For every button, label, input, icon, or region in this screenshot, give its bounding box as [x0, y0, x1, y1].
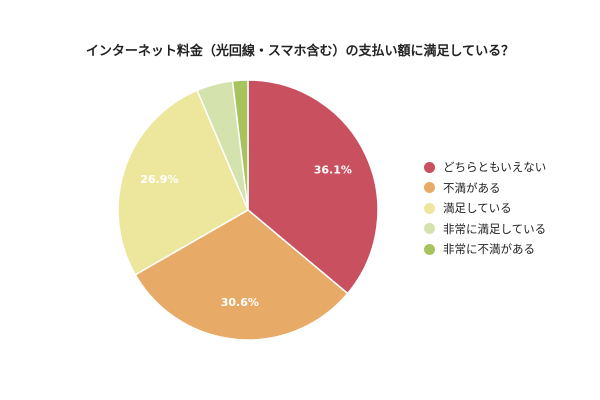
legend-label: どちらともいえない	[443, 160, 547, 175]
slice-label-1: 36.1%	[314, 163, 352, 176]
pie-slice-5	[231, 79, 249, 211]
legend-swatch	[424, 182, 435, 194]
legend-swatch	[424, 202, 435, 214]
pie-slice-3	[117, 89, 249, 276]
legend-swatch	[424, 161, 435, 173]
legend-swatch	[424, 223, 435, 235]
slice-label-2: 30.6%	[221, 296, 259, 309]
pie-slices	[117, 79, 379, 341]
legend-item-3: 満足している	[424, 198, 546, 219]
legend-item-5: 非常に不満がある	[424, 239, 546, 260]
slice-labels: 36.1% 30.6% 26.9%	[140, 163, 352, 309]
chart-title: インターネット料金（光回線・スマホ含む）の支払い額に満足している？	[85, 44, 515, 59]
legend: どちらともいえない 不満がある満足している非常に満足している 非常に不満がある	[424, 157, 546, 260]
legend-item-1: どちらともいえない	[424, 157, 546, 178]
legend-item-4: 非常に満足している	[424, 219, 546, 240]
legend-label: 不満がある	[443, 180, 501, 195]
legend-swatch	[424, 243, 435, 255]
legend-label: 非常に不満がある	[443, 242, 535, 257]
slice-label-3: 26.9%	[140, 173, 178, 186]
legend-label: 非常に満足している	[443, 221, 547, 236]
legend-label: 満足している	[443, 201, 512, 216]
pie-slice-1	[247, 79, 379, 295]
legend-item-2: 不満がある	[424, 178, 546, 199]
pie-slice-2	[134, 209, 349, 341]
